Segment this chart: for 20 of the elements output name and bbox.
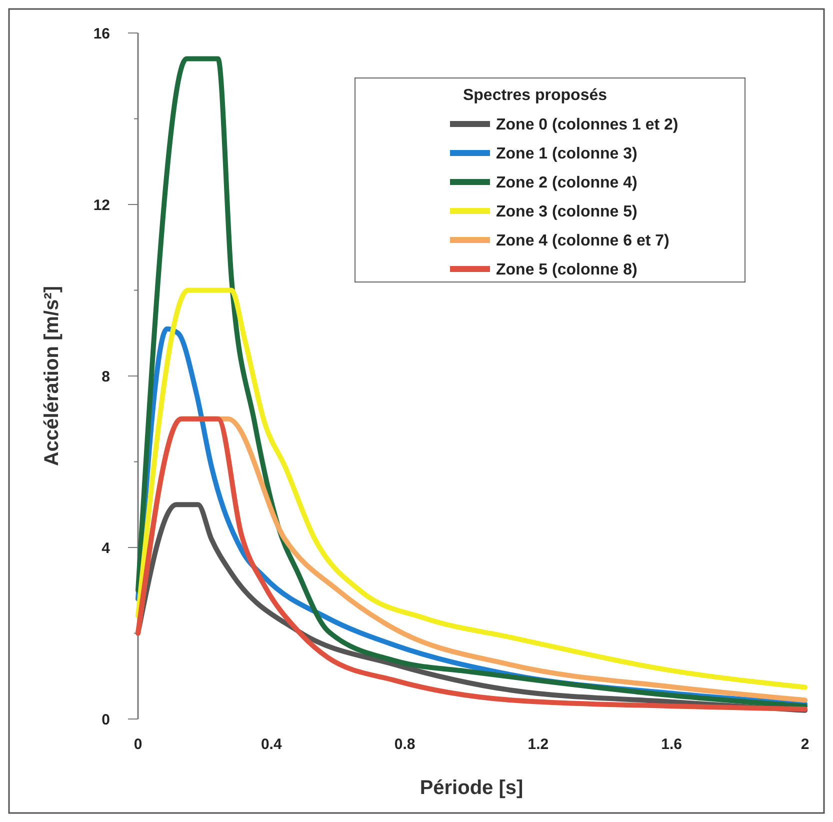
y-tick-label: 16: [93, 25, 110, 42]
legend-label: Zone 3 (colonne 5): [496, 204, 638, 221]
x-tick-label: 0.4: [260, 736, 282, 753]
y-tick-label: 0: [102, 711, 110, 728]
legend-label: Zone 4 (colonne 6 et 7): [496, 232, 670, 250]
x-tick-label: 0.8: [394, 736, 416, 753]
y-tick-label: 8: [102, 368, 110, 386]
legend-label: Zone 1 (colonne 3): [496, 146, 638, 163]
x-tick-label: 1.6: [661, 736, 682, 753]
x-tick-label: 0: [134, 736, 142, 753]
x-axis-title: Période [s]: [420, 777, 524, 799]
legend-label: Zone 5 (colonne 8): [496, 262, 638, 279]
x-tick-label: 1.2: [528, 736, 549, 753]
y-axis-title: Accélération [m/s²]: [41, 286, 63, 466]
legend-label: Zone 0 (colonnes 1 et 2): [496, 116, 678, 134]
x-tick-label: 2: [800, 736, 810, 753]
legend-title: Spectres proposés: [462, 87, 608, 104]
y-tick-label: 4: [102, 540, 111, 557]
y-tick-label: 12: [93, 196, 110, 214]
legend-label: Zone 2 (colonne 4): [496, 174, 638, 192]
